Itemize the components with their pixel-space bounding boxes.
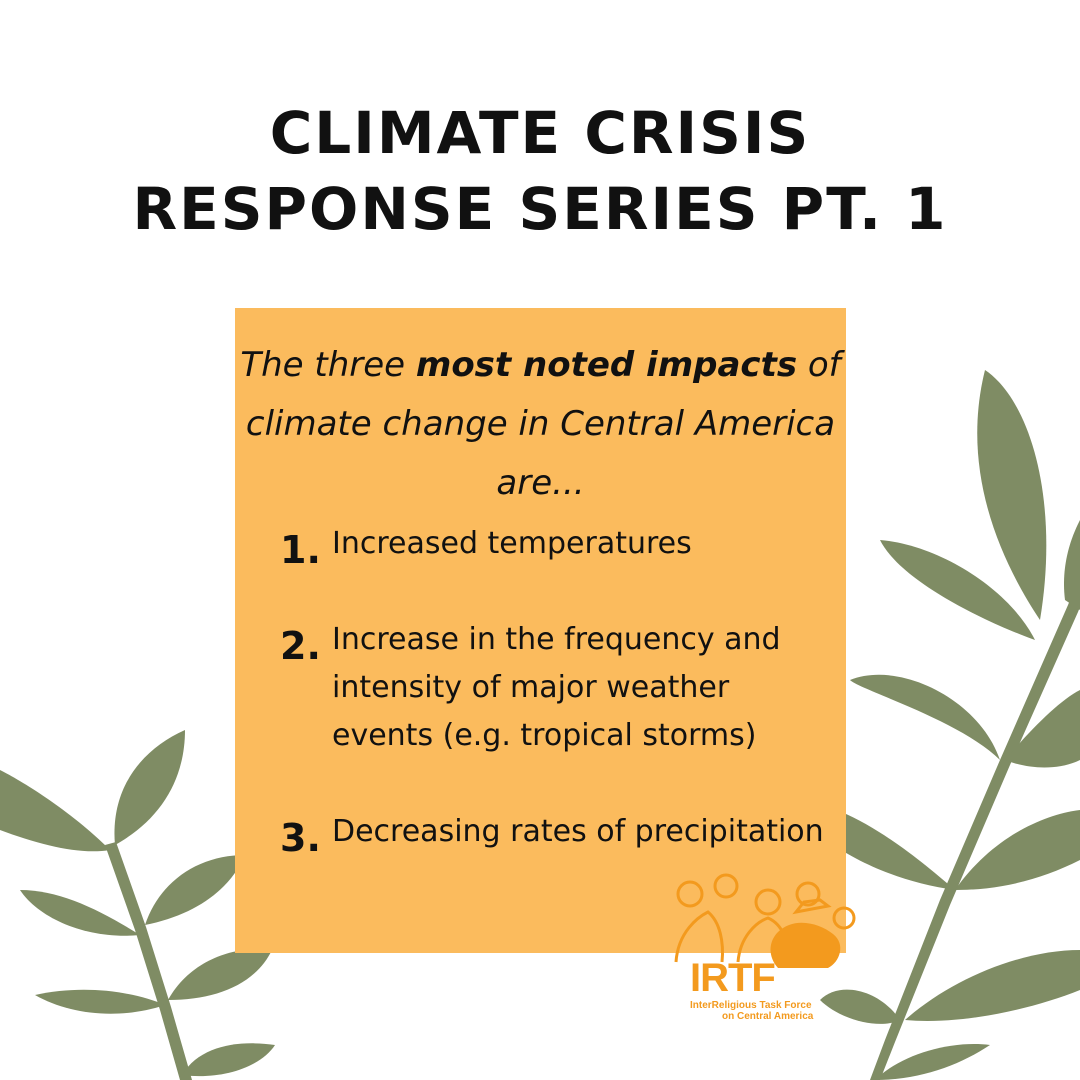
logo-illustration-icon	[674, 873, 856, 968]
intro-text-before: The three	[240, 345, 416, 385]
list-item-text: Increased temperatures	[332, 526, 692, 561]
intro-text-bold: most noted impacts	[415, 345, 798, 385]
logo-subtitle-line-2: on Central America	[722, 1011, 814, 1022]
page-title: CLIMATE CRISIS RESPONSE SERIES PT. 1	[0, 95, 1080, 247]
list-item-number: 1.	[280, 528, 321, 572]
impacts-card: The three most noted impacts of climate …	[235, 308, 846, 953]
list-item-number: 3.	[280, 816, 321, 860]
logo-wordmark: IRTF	[690, 956, 776, 1000]
title-line-1: CLIMATE CRISIS	[269, 99, 811, 167]
irtf-logo: IRTF InterReligious Task Force on Centra…	[668, 872, 868, 1022]
title-line-2: RESPONSE SERIES PT. 1	[132, 175, 948, 243]
logo-subtitle-line-1: InterReligious Task Force	[690, 1000, 812, 1011]
list-item-text: Increase in the frequency and intensity …	[332, 622, 781, 753]
intro-text-after: of climate change in Central America are…	[245, 345, 841, 503]
card-intro: The three most noted impacts of climate …	[235, 336, 846, 513]
list-item-number: 2.	[280, 624, 321, 668]
list-item-text: Decreasing rates of precipitation	[332, 814, 824, 849]
